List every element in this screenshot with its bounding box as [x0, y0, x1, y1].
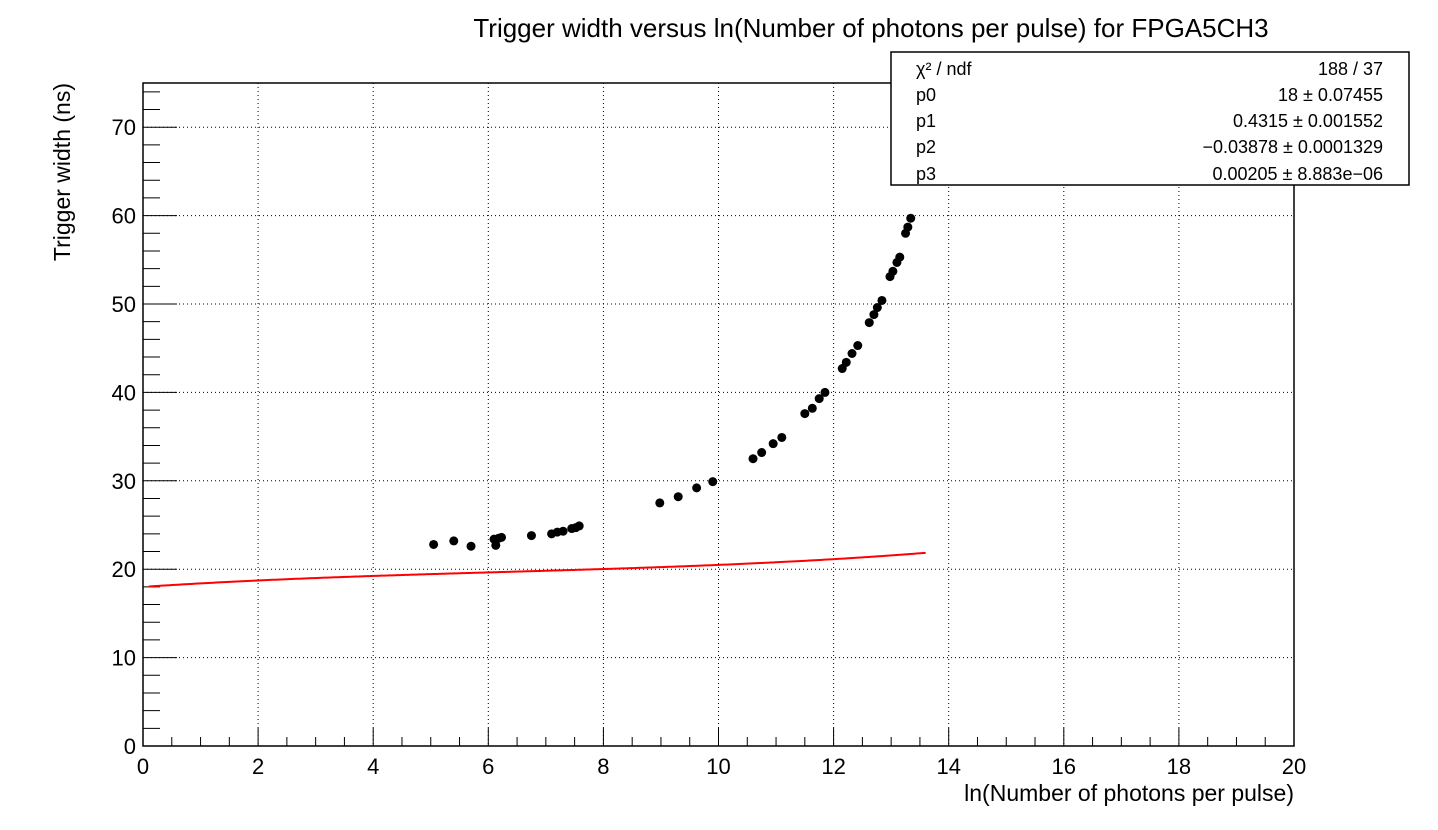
stats-label: p3	[916, 164, 936, 184]
stats-value: −0.03878 ± 0.0001329	[1202, 137, 1383, 157]
stats-label: χ² / ndf	[916, 59, 972, 79]
x-tick-label: 16	[1052, 754, 1076, 779]
data-point	[877, 295, 887, 305]
x-tick-label: 6	[482, 754, 494, 779]
y-tick-label: 30	[112, 469, 136, 494]
data-point	[692, 483, 702, 493]
stats-label: p0	[916, 85, 936, 105]
data-point	[466, 541, 476, 551]
data-point	[757, 448, 767, 458]
data-point	[847, 349, 857, 359]
x-tick-label: 12	[821, 754, 845, 779]
data-point	[906, 213, 916, 223]
stats-label: p2	[916, 137, 936, 157]
data-point	[777, 432, 787, 442]
data-point	[673, 492, 683, 502]
chart-title: Trigger width versus ln(Number of photon…	[473, 13, 1268, 43]
y-axis-label: Trigger width (ns)	[49, 83, 75, 261]
data-point	[574, 521, 584, 531]
data-point	[820, 387, 830, 397]
y-tick-label: 40	[112, 380, 136, 405]
grid	[143, 83, 1294, 746]
data-point	[491, 540, 501, 550]
data-point	[748, 454, 758, 464]
data-point	[768, 439, 778, 449]
x-tick-label: 10	[706, 754, 730, 779]
data-point	[497, 532, 507, 542]
y-tick-label: 20	[112, 557, 136, 582]
y-tick-label: 10	[112, 646, 136, 671]
x-tick-label: 14	[936, 754, 960, 779]
x-tick-labels: 0 2 4 6 8 10 12 14 16 18 20	[137, 754, 1306, 779]
stats-value: 188 / 37	[1318, 59, 1383, 79]
stats-value: 0.00205 ± 8.883e−06	[1212, 164, 1383, 184]
x-tick-label: 0	[137, 754, 149, 779]
stats-box-frame	[890, 51, 1410, 186]
stats-value: 0.4315 ± 0.001552	[1233, 111, 1383, 131]
data-point	[814, 394, 824, 404]
x-axis-label: ln(Number of photons per pulse)	[964, 780, 1294, 806]
y-tick-label: 50	[112, 292, 136, 317]
fit-curve	[148, 551, 926, 588]
fit-curve-line	[148, 551, 926, 588]
x-tick-label: 20	[1282, 754, 1306, 779]
data-point	[429, 539, 439, 549]
data-point	[888, 266, 898, 276]
y-tick-labels: 0 10 20 30 40 50 60 70	[112, 115, 136, 759]
x-tick-label: 2	[252, 754, 264, 779]
data-points	[429, 213, 916, 551]
data-point	[449, 536, 459, 546]
stats-label: p1	[916, 111, 936, 131]
data-point	[853, 341, 863, 351]
data-point	[864, 318, 874, 328]
y-tick-label: 70	[112, 115, 136, 140]
data-point	[841, 357, 851, 367]
stats-value: 18 ± 0.07455	[1278, 85, 1383, 105]
fit-stats-box: χ² / ndf 188 / 37 p0 18 ± 0.07455 p1 0.4315 ±…	[890, 51, 1410, 186]
x-tick-label: 8	[597, 754, 609, 779]
data-point	[708, 477, 718, 487]
data-point	[800, 409, 810, 419]
y-tick-label: 0	[124, 734, 136, 759]
data-point	[903, 222, 913, 232]
data-point	[807, 403, 817, 413]
data-point	[872, 303, 882, 313]
data-point	[869, 310, 879, 320]
data-point	[558, 526, 568, 536]
data-point	[526, 531, 536, 541]
data-point	[895, 252, 905, 262]
x-tick-label: 18	[1167, 754, 1191, 779]
y-tick-label: 60	[112, 204, 136, 229]
axis-ticks	[142, 91, 1295, 747]
x-tick-label: 4	[367, 754, 379, 779]
data-point	[655, 498, 665, 508]
